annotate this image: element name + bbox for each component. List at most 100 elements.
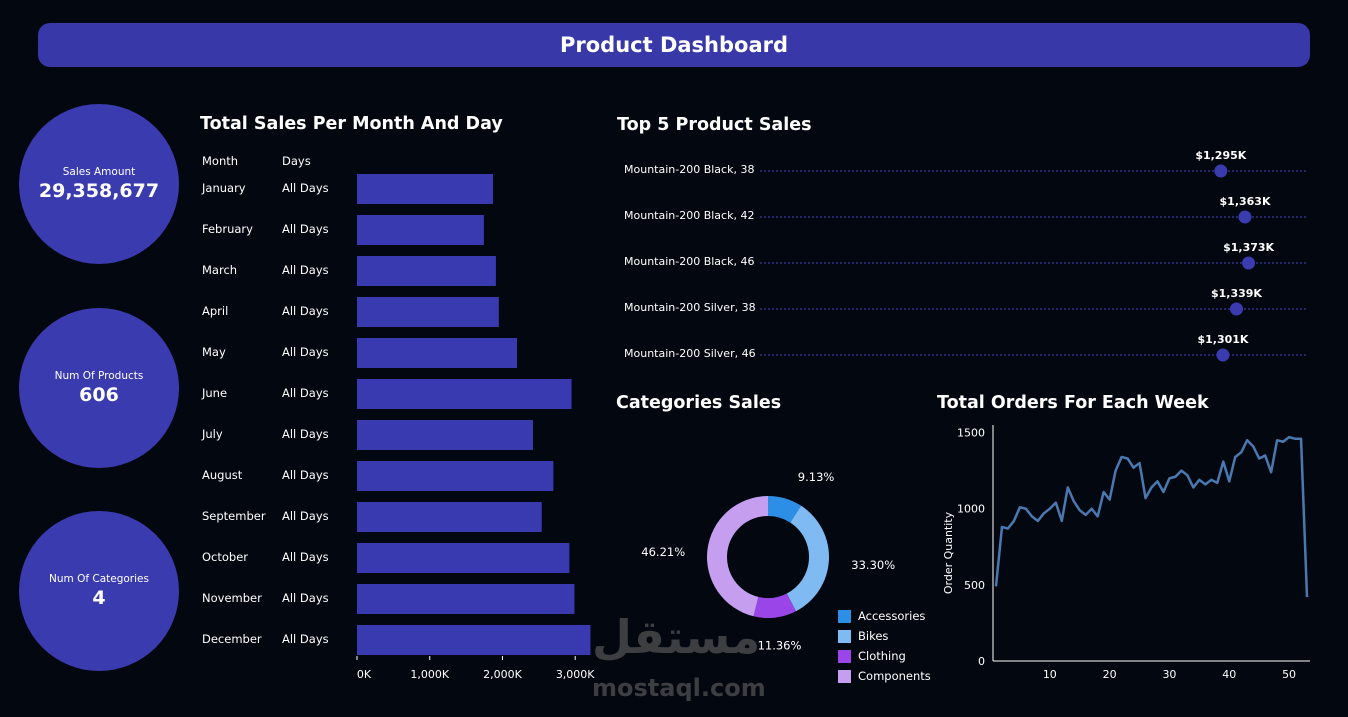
watermark-logo: مستقل	[592, 610, 761, 664]
legend-item-accessories: Accessories	[838, 609, 925, 623]
legend-swatch	[838, 669, 851, 683]
y-tick-label: 0	[978, 655, 985, 668]
sales-bar	[357, 338, 517, 368]
product-label: Mountain-200 Black, 42	[624, 209, 755, 222]
categories-sales-title: Categories Sales	[616, 393, 782, 413]
product-sales-value: $1,339K	[1211, 287, 1262, 300]
month-column-header: Month	[202, 154, 239, 168]
kpi-value: 4	[92, 587, 106, 609]
monthly-sales-title: Total Sales Per Month And Day	[200, 114, 503, 134]
product-sales-value: $1,373K	[1223, 241, 1274, 254]
days-label: All Days	[282, 181, 329, 195]
legend-swatch	[838, 629, 851, 643]
product-sales-dot	[1216, 348, 1230, 362]
month-label: April	[202, 304, 229, 318]
top-products-title: Top 5 Product Sales	[617, 115, 812, 135]
y-tick-label: 1500	[957, 427, 985, 440]
product-sales-dot	[1242, 256, 1256, 270]
month-label: March	[202, 263, 238, 277]
month-label: November	[202, 591, 262, 605]
kpi-sales-amount: Sales Amount 29,358,677	[19, 104, 179, 264]
days-label: All Days	[282, 304, 329, 318]
days-label: All Days	[282, 222, 329, 236]
x-tick-label: 2,000K	[483, 668, 522, 681]
legend-label: Bikes	[858, 629, 889, 643]
x-tick-label: 1,000K	[410, 668, 449, 681]
x-tick-label: 50	[1282, 668, 1296, 681]
sales-bar	[357, 461, 554, 491]
dashboard-header: Product Dashboard	[38, 23, 1310, 67]
watermark-url: mostaql.com	[592, 674, 766, 702]
legend-swatch	[838, 649, 851, 663]
legend-item-components: Components	[838, 669, 931, 683]
month-label: October	[202, 550, 249, 564]
legend-label: Accessories	[858, 609, 926, 623]
month-label: September	[202, 509, 266, 523]
y-tick-label: 500	[964, 579, 985, 592]
x-tick-label: 0K	[357, 668, 372, 681]
x-tick-label: 10	[1043, 668, 1057, 681]
kpi-label: Num Of Products	[54, 370, 144, 382]
days-label: All Days	[282, 345, 329, 359]
donut-percent-label: 9.13%	[798, 470, 835, 484]
kpi-label: Sales Amount	[62, 166, 136, 178]
product-label: Mountain-200 Silver, 38	[624, 301, 756, 314]
days-label: All Days	[282, 427, 329, 441]
orders-series-line	[994, 435, 1309, 598]
y-tick-label: 1000	[957, 503, 985, 516]
x-tick-label: 30	[1162, 668, 1176, 681]
product-label: Mountain-200 Silver, 46	[624, 347, 756, 360]
sales-bar	[357, 502, 542, 532]
sales-bar	[357, 215, 484, 245]
days-label: All Days	[282, 509, 329, 523]
product-sales-dot	[1214, 164, 1228, 178]
days-label: All Days	[282, 468, 329, 482]
donut-slice	[786, 505, 829, 612]
y-axis-label: Order Quantity	[942, 511, 955, 594]
donut-percent-label: 46.21%	[641, 545, 685, 559]
days-label: All Days	[282, 386, 329, 400]
product-sales-value: $1,301K	[1197, 333, 1248, 346]
legend-item-bikes: Bikes	[838, 629, 888, 643]
month-label: June	[202, 386, 228, 400]
month-label: February	[202, 222, 253, 236]
product-sales-dot	[1229, 302, 1243, 316]
sales-bar	[357, 297, 499, 327]
month-label: May	[202, 345, 226, 359]
x-tick-label: 20	[1103, 668, 1117, 681]
page-title: Product Dashboard	[559, 33, 789, 57]
sales-bar	[357, 625, 591, 655]
donut-slice	[707, 496, 768, 617]
sales-bar	[357, 543, 570, 573]
donut-slice	[768, 496, 802, 523]
product-label: Mountain-200 Black, 38	[624, 163, 755, 176]
kpi-value: 29,358,677	[38, 180, 160, 202]
product-sales-value: $1,363K	[1220, 195, 1271, 208]
legend-swatch	[838, 609, 851, 623]
month-label: July	[202, 427, 223, 441]
donut-percent-label: 33.30%	[851, 558, 895, 572]
legend-label: Clothing	[858, 649, 906, 663]
kpi-num-products: Num Of Products 606	[19, 308, 179, 468]
kpi-label: Num Of Categories	[49, 573, 149, 585]
days-label: All Days	[282, 591, 329, 605]
days-column-header: Days	[282, 154, 311, 168]
weekly-orders-title: Total Orders For Each Week	[937, 393, 1209, 413]
kpi-value: 606	[79, 384, 119, 406]
sales-bar	[357, 256, 496, 286]
x-tick-label: 3,000K	[556, 668, 595, 681]
product-label: Mountain-200 Black, 46	[624, 255, 755, 268]
days-label: All Days	[282, 263, 329, 277]
product-sales-dot	[1238, 210, 1252, 224]
legend-label: Components	[858, 669, 931, 683]
legend-item-clothing: Clothing	[838, 649, 906, 663]
month-label: August	[202, 468, 243, 482]
days-label: All Days	[282, 632, 329, 646]
month-label: December	[202, 632, 262, 646]
donut-percent-label: 11.36%	[758, 638, 802, 652]
sales-bar	[357, 584, 575, 614]
kpi-num-categories: Num Of Categories 4	[19, 511, 179, 671]
sales-bar	[357, 420, 533, 450]
sales-bar	[357, 379, 572, 409]
month-label: January	[202, 181, 246, 195]
